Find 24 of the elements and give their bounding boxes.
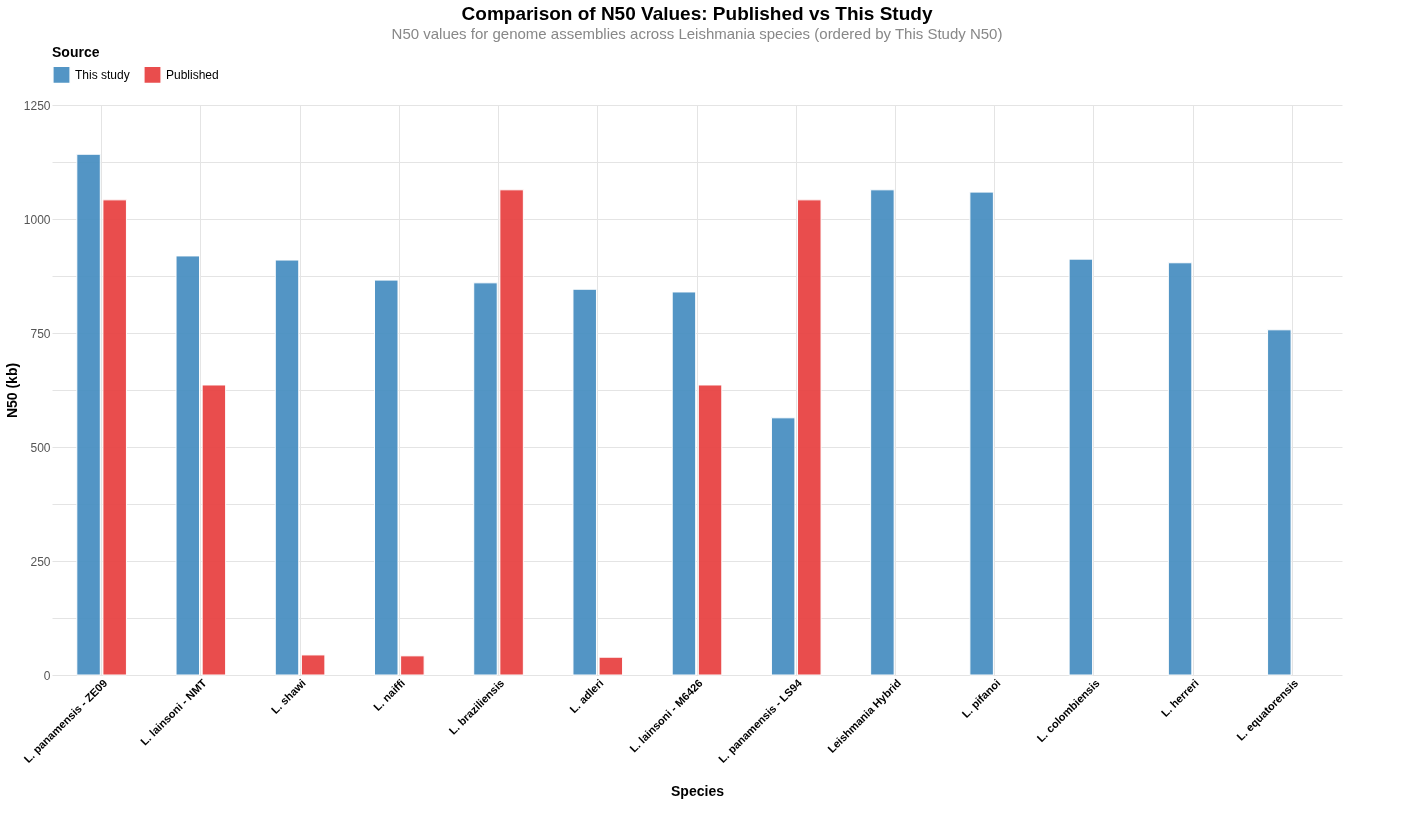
legend-label: This study [75, 67, 130, 82]
y-axis-title: N50 (kb) [3, 362, 20, 419]
chart-subtitle: N50 values for genome assemblies across Leishmania species (ordered by This Study N50) [391, 25, 1003, 42]
legend-label: Published [166, 67, 219, 82]
y-tick-label: 1250 [23, 98, 51, 113]
y-tick-label: 250 [30, 554, 51, 569]
bar [175, 255, 201, 676]
bar [1267, 329, 1292, 676]
chart-title: Comparison of N50 Values: Published vs This Study [461, 3, 933, 24]
legend-title: Source [52, 44, 100, 60]
y-tick-label: 500 [30, 440, 51, 455]
bar [274, 259, 300, 676]
y-tick-label: 1000 [23, 212, 51, 227]
y-tick-label: 0 [43, 668, 51, 683]
bar [201, 384, 227, 676]
bar [969, 191, 994, 676]
bar [697, 384, 723, 676]
bar [870, 189, 895, 676]
y-tick-label: 750 [30, 326, 51, 341]
bar [300, 654, 326, 676]
bar [1167, 262, 1193, 676]
bar [671, 291, 697, 676]
bar [1068, 258, 1094, 676]
x-axis-title: Species [671, 782, 725, 799]
